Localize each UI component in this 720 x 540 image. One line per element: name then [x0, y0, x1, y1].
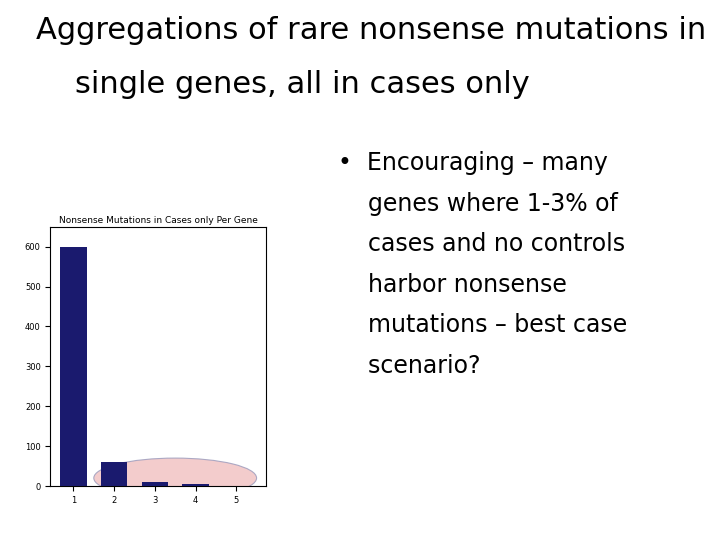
Text: Aggregations of rare nonsense mutations in: Aggregations of rare nonsense mutations … [36, 16, 706, 45]
Bar [142, 482, 168, 486]
Text: scenario?: scenario? [338, 354, 481, 377]
Text: single genes, all in cases only: single genes, all in cases only [36, 70, 530, 99]
Bar [101, 462, 127, 486]
Text: •  Encouraging – many: • Encouraging – many [338, 151, 608, 175]
Text: cases and no controls: cases and no controls [338, 232, 626, 256]
Bar [142, 482, 168, 486]
Bar [60, 247, 86, 486]
Bar [182, 484, 209, 486]
Text: mutations – best case: mutations – best case [338, 313, 628, 337]
Text: genes where 1-3% of: genes where 1-3% of [338, 192, 618, 215]
Ellipse shape [94, 458, 256, 498]
Text: harbor nonsense: harbor nonsense [338, 273, 567, 296]
Title: Nonsense Mutations in Cases only Per Gene: Nonsense Mutations in Cases only Per Gen… [59, 215, 258, 225]
Bar [182, 484, 209, 486]
Bar [101, 462, 127, 486]
